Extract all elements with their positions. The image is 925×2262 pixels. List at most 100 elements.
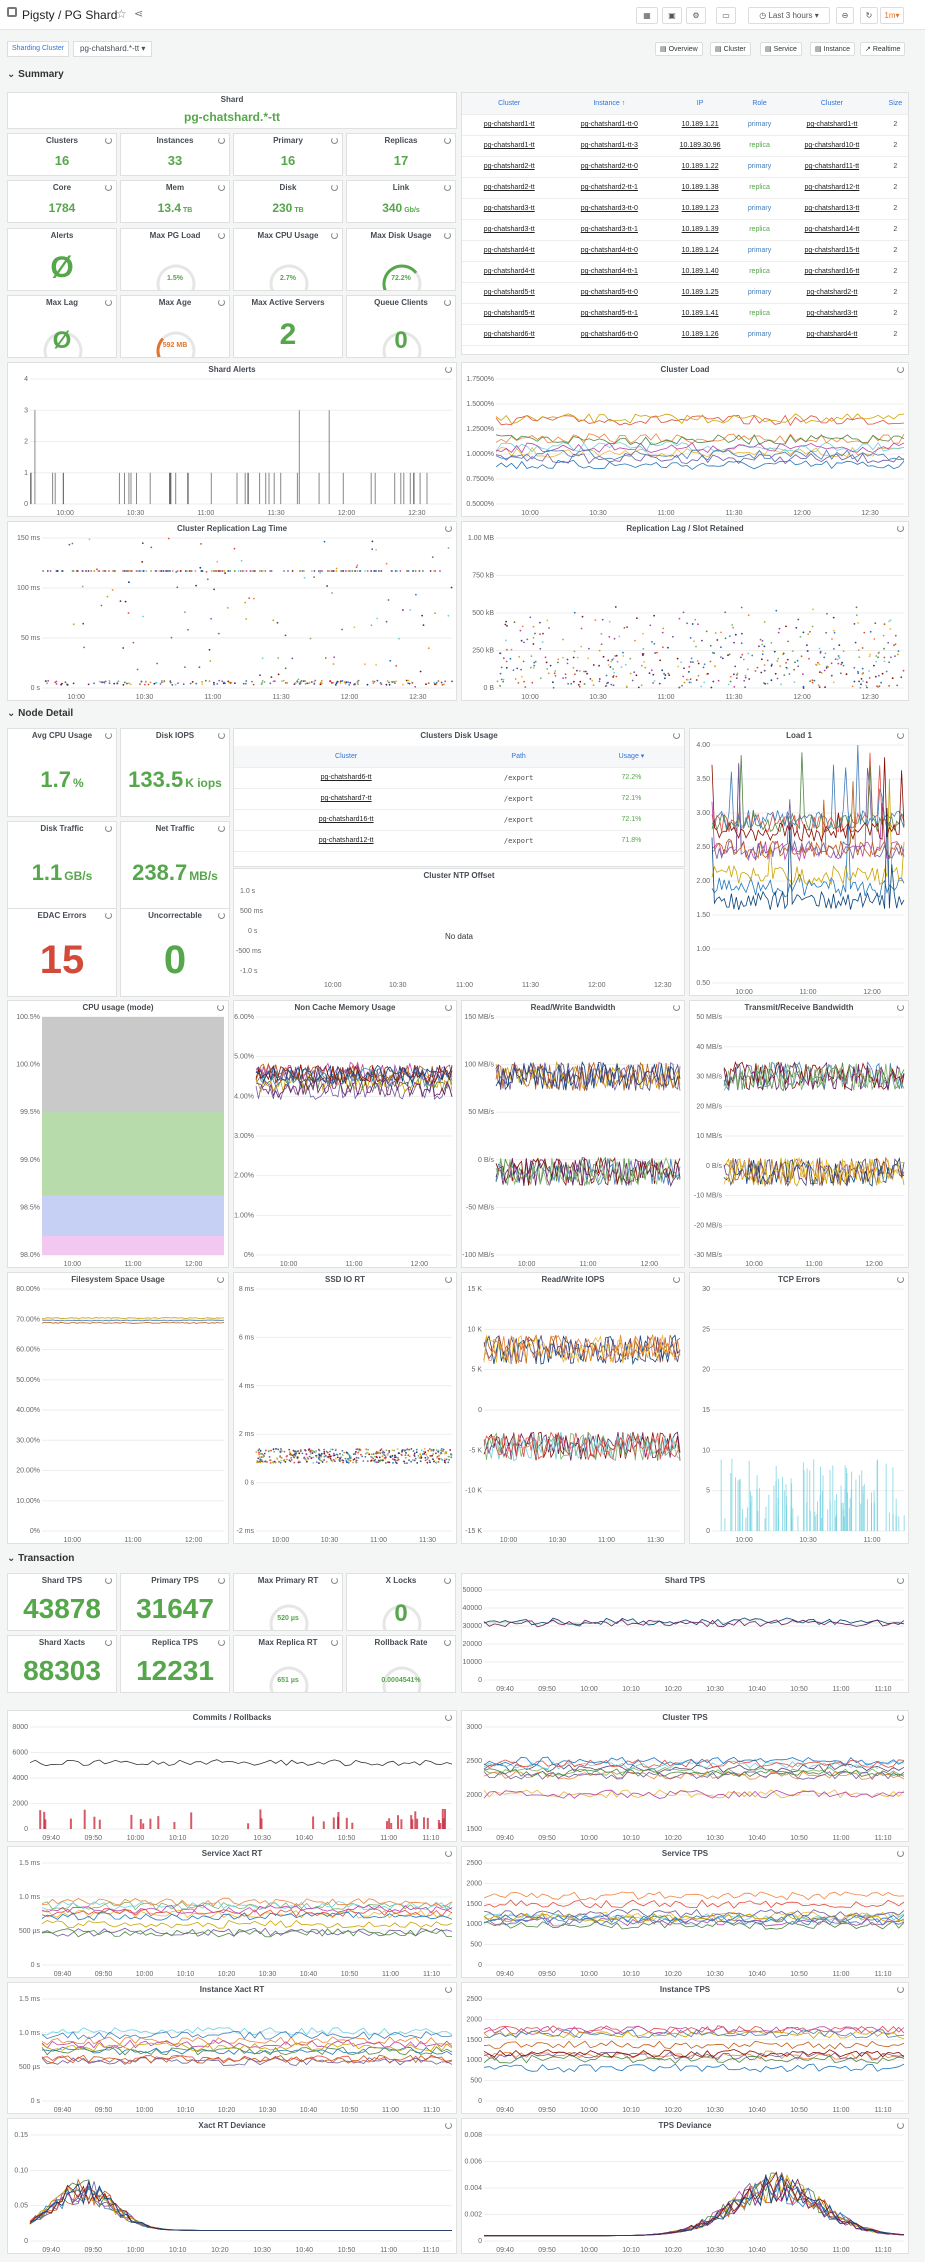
table-cell[interactable]: 10.189.1.21 xyxy=(662,114,738,136)
link-instance[interactable]: ▤ Instance xyxy=(810,42,856,56)
row-node-detail[interactable]: ⌄ Node Detail xyxy=(7,708,74,719)
table-cell[interactable]: pg-chatshard6-tt xyxy=(462,324,557,346)
link-cluster[interactable]: ▤ Cluster xyxy=(710,42,751,56)
dashboard-title[interactable]: Pigsty / PG Shard xyxy=(22,8,118,22)
table-cell[interactable]: 10.189.1.23 xyxy=(662,198,738,220)
table-cell[interactable]: pg-chatshard4-tt xyxy=(462,261,557,283)
table-cell[interactable]: pg-chatshard6-tt-0 xyxy=(556,324,663,346)
table-cell[interactable]: pg-chatshard5-tt-0 xyxy=(556,282,663,304)
table-cell[interactable]: 10.189.30.96 xyxy=(662,135,738,157)
data-point xyxy=(104,680,107,683)
table-cell[interactable]: pg-chatshard2-tt xyxy=(462,177,557,199)
table-cell[interactable]: pg-chatshard2-tt xyxy=(462,156,557,178)
max-pg-load-panel: Max PG Load 1.5% xyxy=(120,228,230,291)
commits-rollbacks-title: Commits / Rollbacks xyxy=(192,1713,272,1722)
table-cell[interactable]: pg-chatshard16-tt xyxy=(234,809,459,831)
save-icon[interactable]: ▣ xyxy=(662,7,682,24)
table-cell[interactable]: pg-chatshard6-tt xyxy=(234,767,459,789)
data-point xyxy=(626,626,628,628)
column-header[interactable]: Usage ▾ xyxy=(578,746,684,768)
table-cell[interactable]: 10.189.1.41 xyxy=(662,303,738,325)
table-cell[interactable]: pg-chatshard2-tt-1 xyxy=(556,177,663,199)
table-cell[interactable]: pg-chatshard5-tt xyxy=(462,303,557,325)
table-cell[interactable]: pg-chatshard3-tt xyxy=(781,303,883,325)
table-cell[interactable]: pg-chatshard12-tt xyxy=(234,830,459,852)
data-point xyxy=(68,543,71,546)
table-cell[interactable]: pg-chatshard4-tt-0 xyxy=(556,240,663,262)
data-point xyxy=(794,661,796,664)
table-cell[interactable]: pg-chatshard2-tt xyxy=(781,282,883,304)
bar xyxy=(30,472,32,505)
table-cell[interactable]: pg-chatshard3-tt-0 xyxy=(556,198,663,220)
column-header[interactable]: Instance ↑ xyxy=(556,93,663,115)
table-cell[interactable]: pg-chatshard12-tt xyxy=(781,177,883,199)
data-point xyxy=(902,669,905,672)
column-header[interactable]: Cluster xyxy=(234,746,459,768)
column-header[interactable]: Size xyxy=(882,93,908,115)
table-cell[interactable]: pg-chatshard14-tt xyxy=(781,219,883,241)
table-cell[interactable]: pg-chatshard1-tt xyxy=(462,135,557,157)
table-cell[interactable]: pg-chatshard2-tt-0 xyxy=(556,156,663,178)
share-icon[interactable]: ⋖ xyxy=(134,8,144,20)
table-cell[interactable]: 10.189.1.24 xyxy=(662,240,738,262)
table-cell[interactable]: pg-chatshard10-tt xyxy=(781,135,883,157)
table-cell[interactable]: pg-chatshard5-tt-1 xyxy=(556,303,663,325)
settings-gear-icon[interactable]: ⚙ xyxy=(686,7,706,24)
column-header[interactable]: IP xyxy=(662,93,738,115)
table-cell[interactable]: pg-chatshard16-tt xyxy=(781,261,883,283)
table-cell[interactable]: pg-chatshard11-tt xyxy=(781,156,883,178)
table-cell[interactable]: pg-chatshard3-tt-1 xyxy=(556,219,663,241)
refresh-icon[interactable]: ↻ xyxy=(860,7,878,24)
refresh-interval[interactable]: 1m▾ xyxy=(880,7,904,24)
data-point xyxy=(573,650,576,653)
series-line xyxy=(483,1334,681,1365)
refresh-icon xyxy=(331,184,338,191)
data-point xyxy=(499,685,501,687)
table-cell[interactable]: pg-chatshard3-tt xyxy=(462,219,557,241)
x-tick-label: 10:00 xyxy=(136,2107,154,2114)
table-cell[interactable]: pg-chatshard15-tt xyxy=(781,240,883,262)
table-cell[interactable]: pg-chatshard1-tt-0 xyxy=(556,114,663,136)
zoom-out-icon[interactable]: ⊖ xyxy=(836,7,854,24)
table-cell[interactable]: pg-chatshard4-tt xyxy=(462,240,557,262)
apps-icon[interactable] xyxy=(7,7,17,17)
table-cell[interactable]: 10.189.1.26 xyxy=(662,324,738,346)
table-cell[interactable]: 10.189.1.38 xyxy=(662,177,738,199)
table-cell[interactable]: pg-chatshard3-tt xyxy=(462,198,557,220)
table-cell[interactable]: pg-chatshard13-tt xyxy=(781,198,883,220)
column-header[interactable]: Path xyxy=(458,746,579,768)
data-point xyxy=(422,1450,425,1453)
data-point xyxy=(408,1455,411,1458)
row-summary[interactable]: ⌄ Summary xyxy=(7,69,64,80)
table-cell[interactable]: pg-chatshard4-tt xyxy=(781,324,883,346)
link-service[interactable]: ▤ Service xyxy=(760,42,802,56)
table-cell[interactable]: pg-chatshard1-tt-3 xyxy=(556,135,663,157)
data-point xyxy=(811,625,814,628)
data-point xyxy=(587,657,590,660)
table-cell[interactable]: pg-chatshard5-tt xyxy=(462,282,557,304)
table-cell[interactable]: 10.189.1.22 xyxy=(662,156,738,178)
table-cell[interactable]: 10.189.1.39 xyxy=(662,219,738,241)
table-cell[interactable]: pg-chatshard4-tt-1 xyxy=(556,261,663,283)
time-range-picker[interactable]: ◷ Last 3 hours ▾ xyxy=(748,7,830,24)
star-icon[interactable]: ☆ xyxy=(116,7,127,21)
table-cell[interactable]: pg-chatshard1-tt xyxy=(462,114,557,136)
table-cell[interactable]: pg-chatshard7-tt xyxy=(234,788,459,810)
table-cell[interactable]: pg-chatshard1-tt xyxy=(781,114,883,136)
add-panel-icon[interactable]: ▦ xyxy=(636,7,658,24)
bar xyxy=(790,1478,792,1531)
table-cell[interactable]: 10.189.1.25 xyxy=(662,282,738,304)
link-overview[interactable]: ▤ Overview xyxy=(655,42,703,56)
column-header[interactable]: Cluster xyxy=(462,93,557,115)
link-realtime[interactable]: ↗ Realtime xyxy=(860,42,906,56)
variable-select[interactable]: pg-chatshard.*-tt ▾ xyxy=(73,41,153,57)
tv-mode-icon[interactable]: ▭ xyxy=(716,7,736,24)
column-header[interactable]: Cluster xyxy=(781,93,883,115)
data-point xyxy=(448,1459,450,1461)
data-point xyxy=(355,1461,358,1464)
row-transaction[interactable]: ⌄ Transaction xyxy=(7,1553,75,1564)
column-header[interactable]: Role xyxy=(737,93,782,115)
series-line xyxy=(255,1065,453,1086)
data-point xyxy=(407,1454,410,1457)
table-cell[interactable]: 10.189.1.40 xyxy=(662,261,738,283)
